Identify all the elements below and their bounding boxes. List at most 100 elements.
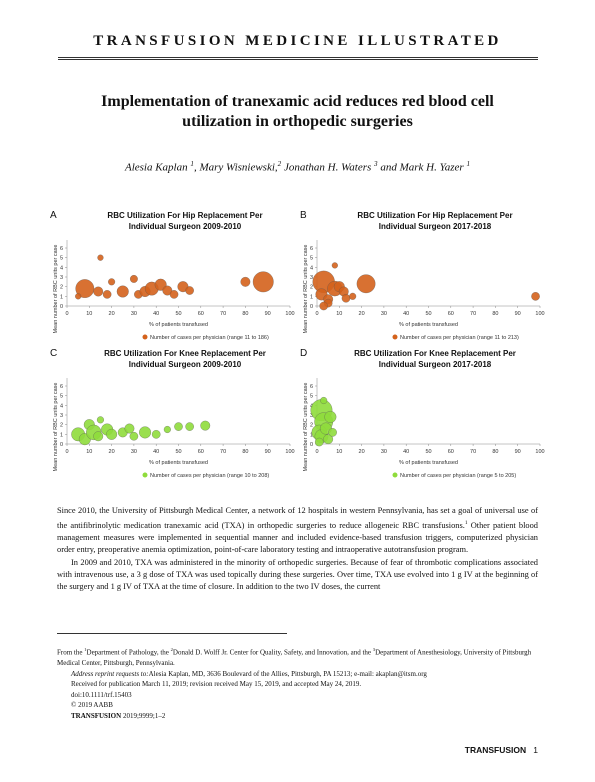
bubble: [75, 279, 95, 298]
y-tick-label: 5: [310, 256, 313, 262]
x-tick-label: 70: [470, 449, 476, 455]
paragraph: Since 2010, the University of Pittsburgh…: [57, 505, 538, 557]
y-tick-label: 5: [60, 394, 63, 400]
footnote: doi:10.1111/trf.15403: [57, 690, 538, 701]
legend-label: Number of cases per physician (range 11 …: [400, 335, 519, 341]
y-tick-label: 6: [60, 384, 63, 390]
x-tick-label: 10: [86, 311, 92, 317]
text: 2019;9999;1–2: [121, 711, 166, 720]
bubble: [174, 422, 183, 431]
x-tick-label: 80: [492, 449, 498, 455]
x-tick-label: 30: [131, 311, 137, 317]
bubble: [252, 271, 274, 293]
bubble: [324, 410, 337, 423]
x-tick-label: 30: [381, 449, 387, 455]
body-text: Since 2010, the University of Pittsburgh…: [57, 505, 538, 593]
y-tick-label: 6: [310, 384, 313, 390]
bubble: [331, 262, 338, 269]
x-axis-title: % of patients transfused: [149, 322, 208, 328]
text: Since 2010, the University of Pittsburgh…: [57, 506, 538, 530]
bubble: [96, 416, 104, 424]
text: In 2009 and 2010, TXA was administered i…: [57, 557, 538, 592]
text: Donald D. Wolff Jr. Center for Quality, …: [172, 648, 373, 657]
y-axis-title: Mean number of RBC units per case: [303, 245, 309, 334]
bubble: [163, 425, 171, 434]
x-tick-label: 20: [109, 449, 115, 455]
bubble: [341, 294, 351, 303]
superscript: 2: [277, 160, 282, 168]
chart-title: RBC Utilization For Hip Replacement Per …: [107, 211, 263, 231]
x-tick-label: 50: [425, 449, 431, 455]
bubble: [130, 275, 138, 283]
legend-swatch: [392, 472, 398, 478]
superscript: 3: [372, 647, 376, 652]
y-tick-label: 3: [60, 275, 63, 281]
x-tick-label: 70: [470, 311, 476, 317]
x-tick-label: 70: [220, 449, 226, 455]
superscript: 1: [84, 647, 87, 652]
page-footer: TRANSFUSION 1: [465, 745, 538, 755]
bubble: [349, 292, 357, 300]
journal-name: TRANSFUSION: [71, 711, 122, 720]
superscript: 2: [170, 647, 173, 652]
x-axis-title: % of patients transfused: [149, 460, 208, 466]
bubble: [356, 274, 376, 294]
x-tick-label: 90: [515, 449, 521, 455]
x-tick-label: 0: [315, 311, 318, 317]
italic-text: Address reprint requests to:: [71, 669, 149, 678]
footnotes: From the 1Department of Pathology, the 2…: [57, 645, 538, 721]
y-axis-title: Mean number of RBC units per case: [303, 383, 309, 472]
footer-journal: TRANSFUSION: [464, 745, 527, 755]
y-tick-label: 1: [310, 294, 313, 300]
x-tick-label: 10: [336, 449, 342, 455]
x-tick-label: 0: [315, 449, 318, 455]
x-tick-label: 40: [403, 449, 409, 455]
chart-panel: A RBC Utilization For Hip Replacement Per…: [50, 210, 295, 350]
x-tick-label: 100: [535, 311, 544, 317]
y-tick-label: 3: [310, 275, 313, 281]
legend-swatch: [142, 472, 148, 478]
text: Jonathan H. Waters: [281, 161, 375, 174]
bubble: [320, 396, 328, 405]
x-tick-label: 20: [359, 311, 365, 317]
x-tick-label: 80: [242, 449, 248, 455]
footnote: From the 1Department of Pathology, the 2…: [57, 645, 538, 669]
journal-header: TRANSFUSION MEDICINE ILLUSTRATED: [93, 33, 502, 49]
x-tick-label: 90: [265, 449, 271, 455]
y-tick-label: 1: [310, 432, 313, 438]
bubble: [328, 428, 337, 437]
rule: [58, 57, 538, 58]
x-tick-label: 80: [492, 311, 498, 317]
superscript: 1: [464, 520, 468, 527]
x-tick-label: 40: [403, 311, 409, 317]
text: Received for publication March 11, 2019;…: [71, 680, 362, 689]
panel-label: A: [50, 210, 57, 221]
x-tick-label: 100: [285, 449, 294, 455]
text: Department of Anesthesiology, University…: [57, 648, 532, 667]
text: © 2019 AABB: [71, 701, 113, 710]
y-tick-label: 0: [310, 442, 313, 448]
bubble: [124, 423, 135, 434]
x-tick-label: 40: [153, 449, 159, 455]
y-tick-label: 3: [310, 413, 313, 419]
page-number: 1: [533, 745, 538, 755]
superscript: 1: [466, 160, 471, 168]
y-tick-label: 5: [60, 256, 63, 262]
x-tick-label: 10: [336, 311, 342, 317]
bubble: [314, 437, 324, 447]
bubble: [93, 286, 104, 297]
bubble: [116, 285, 129, 298]
text: Department of Pathology, the: [86, 648, 171, 657]
y-tick-label: 2: [310, 423, 313, 429]
text: doi:10.1111/trf.15403: [71, 690, 132, 699]
bubble: [169, 290, 179, 299]
chart-panel: D RBC Utilization For Knee Replacement Pe…: [300, 348, 545, 488]
bubble: [185, 286, 194, 295]
bubble: [319, 301, 328, 311]
legend-label: Number of cases per physician (range 5 t…: [400, 473, 516, 479]
text: Alesia Kaplan: [124, 161, 191, 174]
paragraph: In 2009 and 2010, TXA was administered i…: [57, 557, 538, 594]
bubble: [240, 276, 251, 287]
